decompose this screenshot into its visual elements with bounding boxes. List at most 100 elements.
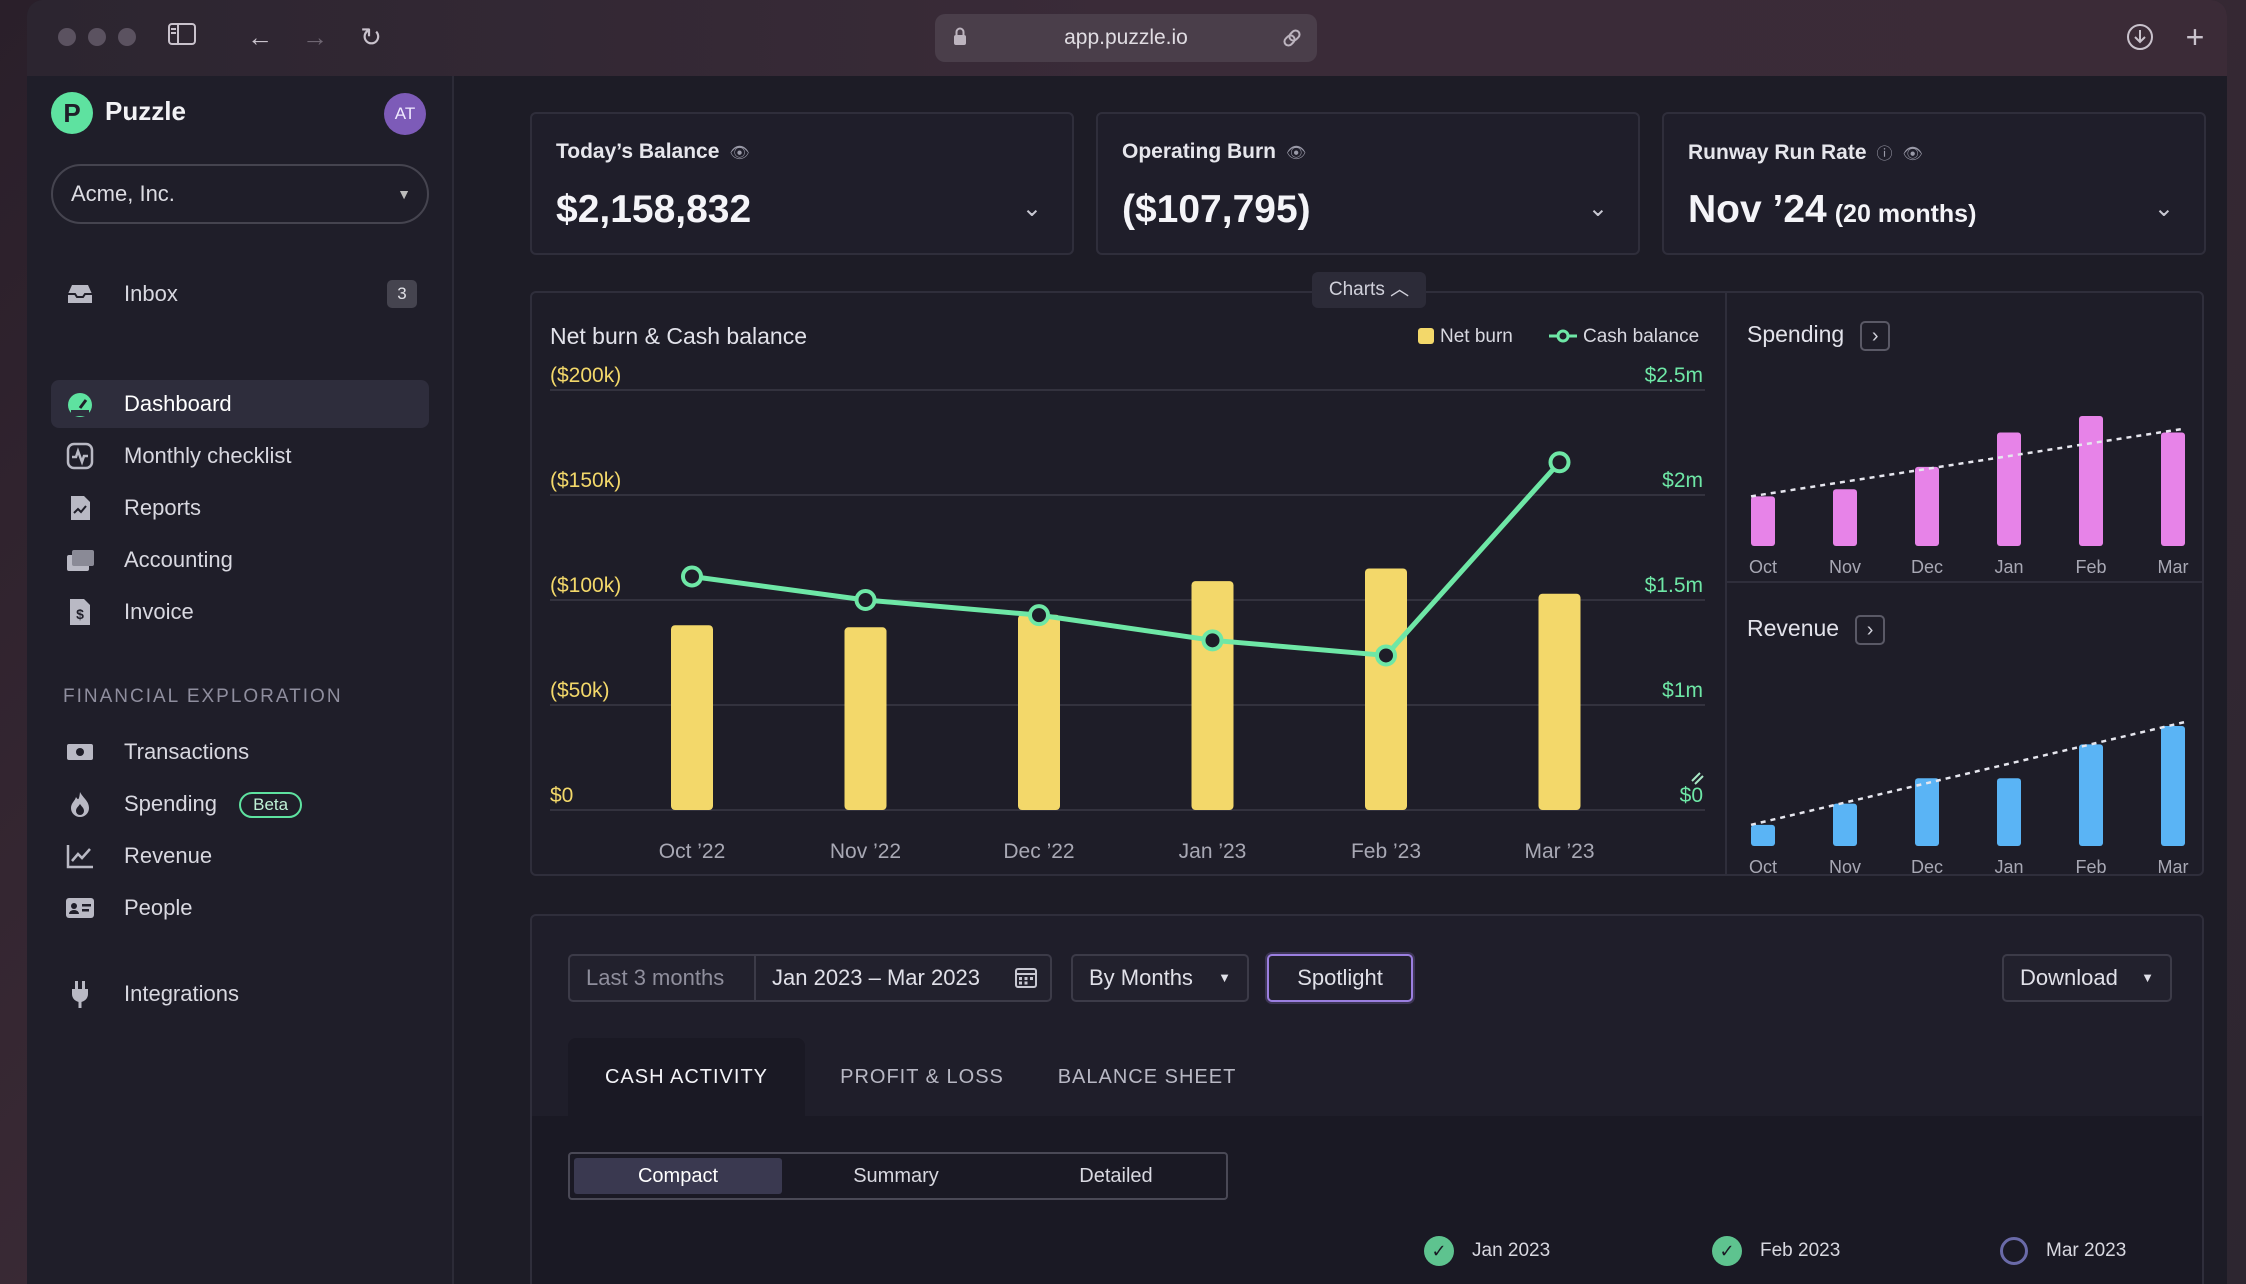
view-compact-button[interactable]: Compact bbox=[574, 1158, 782, 1194]
eye-icon[interactable]: 👁 bbox=[1902, 146, 1923, 163]
download-button[interactable]: Download ▼ bbox=[2002, 954, 2172, 1002]
point-cash-balance bbox=[1028, 604, 1050, 627]
bar-revenue bbox=[2161, 726, 2185, 846]
spotlight-button[interactable]: Spotlight bbox=[1267, 954, 1413, 1002]
bar-net-burn bbox=[671, 625, 713, 810]
y-left-tick-label: ($200k) bbox=[550, 364, 621, 387]
y-right-tick-label: $0 bbox=[1680, 784, 1703, 807]
bar-net-burn bbox=[1191, 581, 1234, 810]
reports-panel: Last 3 months Jan 2023 – Mar 2023 By Mon… bbox=[530, 914, 2204, 1284]
new-tab-icon[interactable]: + bbox=[2185, 19, 2205, 55]
month-label: Feb 2023 bbox=[1760, 1240, 1841, 1262]
sidebar-item-people[interactable]: People bbox=[51, 884, 429, 932]
main-chart-title: Net burn & Cash balance bbox=[550, 323, 807, 349]
grouping-select[interactable]: By Months ▼ bbox=[1071, 954, 1249, 1002]
link-icon[interactable] bbox=[1281, 14, 1303, 80]
revenue-icon bbox=[65, 842, 95, 870]
bar-spending bbox=[1915, 466, 1939, 546]
zoom-window-button[interactable] bbox=[118, 28, 136, 46]
avatar[interactable]: AT bbox=[384, 93, 426, 135]
tab-profit-loss[interactable]: PROFIT & LOSS bbox=[840, 1066, 1004, 1088]
sidebar-item-dashboard[interactable]: Dashboard bbox=[51, 380, 429, 428]
kpi-card-runway-run-rate[interactable]: Runway Run Rate ⓘ 👁 Nov ’24 (20 months) ⌄ bbox=[1662, 112, 2206, 255]
kpi-title: Today’s Balance bbox=[556, 140, 720, 163]
spending-title-label: Spending bbox=[1747, 321, 1845, 348]
y-right-tick-label: $2.5m bbox=[1645, 364, 1703, 387]
url-text: app.puzzle.io bbox=[1064, 26, 1188, 49]
sidebar-item-label: Dashboard bbox=[124, 391, 232, 416]
x-tick-label: Oct bbox=[1749, 557, 1777, 577]
sidebar-item-invoice[interactable]: $ Invoice bbox=[51, 588, 429, 636]
y-right-tick-label: $1.5m bbox=[1645, 574, 1703, 597]
line-cash-balance bbox=[691, 460, 1562, 658]
bar-spending bbox=[1997, 432, 2021, 546]
eye-icon[interactable]: 👁 bbox=[729, 145, 750, 162]
sidebar-item-transactions[interactable]: Transactions bbox=[51, 728, 429, 776]
sidebar-toggle-icon[interactable] bbox=[167, 22, 197, 52]
charts-toggle-button[interactable]: Charts ︿ bbox=[1312, 272, 1426, 308]
bar-spending bbox=[2079, 416, 2103, 546]
download-icon[interactable] bbox=[2125, 22, 2155, 52]
eye-icon[interactable]: 👁 bbox=[1286, 145, 1307, 162]
point-cash-balance bbox=[1201, 629, 1224, 652]
revenue-chart: Oct Nov Dec Jan Feb Mar bbox=[1749, 720, 2189, 876]
date-range-picker[interactable]: Jan 2023 – Mar 2023 bbox=[754, 954, 1052, 1002]
sidebar-item-spending[interactable]: Spending Beta bbox=[51, 780, 429, 828]
org-selector[interactable]: Acme, Inc. ▼ bbox=[51, 164, 429, 224]
caret-down-icon: ▼ bbox=[2141, 970, 2154, 985]
caret-down-icon: ▼ bbox=[1218, 970, 1231, 985]
close-window-button[interactable] bbox=[58, 28, 76, 46]
chevron-down-icon[interactable]: ⌄ bbox=[2153, 195, 2174, 222]
kpi-card-todays-balance[interactable]: Today’s Balance 👁 $2,158,832 ⌄ bbox=[530, 112, 1074, 255]
month-status-jan[interactable]: ✓ Jan 2023 bbox=[1424, 1236, 1550, 1266]
view-summary-button[interactable]: Summary bbox=[853, 1165, 939, 1187]
help-icon[interactable]: ⓘ bbox=[1876, 146, 1893, 163]
x-tick-label: Jan bbox=[1994, 857, 2023, 876]
x-tick-label: Feb bbox=[2075, 557, 2106, 577]
app-name: Puzzle bbox=[105, 96, 186, 126]
sidebar-item-inbox[interactable]: Inbox 3 bbox=[51, 270, 429, 318]
reload-icon[interactable]: ↻ bbox=[360, 22, 382, 52]
view-detailed-button[interactable]: Detailed bbox=[1079, 1165, 1153, 1187]
month-label: Mar 2023 bbox=[2046, 1240, 2127, 1261]
address-bar[interactable]: app.puzzle.io bbox=[935, 14, 1317, 62]
date-range-label: Jan 2023 – Mar 2023 bbox=[772, 965, 980, 990]
chevron-down-icon[interactable]: ⌄ bbox=[1021, 195, 1042, 222]
sidebar-item-monthly-checklist[interactable]: Monthly checklist bbox=[51, 432, 429, 480]
tab-cash-activity[interactable]: CASH ACTIVITY bbox=[568, 1038, 805, 1116]
x-tick-label: Nov bbox=[1829, 557, 1861, 577]
x-tick-label: Jan ’23 bbox=[1179, 840, 1247, 863]
legend-cash-balance[interactable]: Cash balance bbox=[1549, 326, 1699, 348]
sidebar-item-integrations[interactable]: Integrations bbox=[51, 970, 429, 1018]
accounting-icon bbox=[65, 546, 95, 574]
kpi-card-operating-burn[interactable]: Operating Burn 👁 ($107,795) ⌄ bbox=[1096, 112, 1640, 255]
sidebar-item-label: People bbox=[124, 895, 193, 920]
legend-net-burn[interactable]: Net burn bbox=[1418, 326, 1513, 348]
sidebar-item-label: Inbox bbox=[124, 281, 178, 306]
forward-icon[interactable]: → bbox=[302, 22, 328, 52]
bar-spending bbox=[2161, 432, 2185, 546]
point-cash-balance bbox=[1548, 451, 1571, 474]
lock-icon bbox=[953, 14, 967, 82]
chevron-right-icon[interactable]: › bbox=[1860, 321, 1891, 351]
period-preset-button[interactable]: Last 3 months bbox=[568, 954, 756, 1002]
sidebar-item-accounting[interactable]: Accounting bbox=[51, 536, 429, 584]
kpi-value: $2,158,832 bbox=[556, 188, 752, 231]
tab-balance-sheet[interactable]: BALANCE SHEET bbox=[1057, 1066, 1237, 1088]
kpi-title: Runway Run Rate bbox=[1688, 141, 1867, 164]
month-status-mar[interactable]: Mar 2023 bbox=[2000, 1236, 2126, 1266]
trendline bbox=[1750, 720, 2186, 827]
chevron-down-icon[interactable]: ⌄ bbox=[1587, 195, 1608, 222]
x-tick-label: Feb bbox=[2075, 857, 2106, 876]
sidebar-item-revenue[interactable]: Revenue bbox=[51, 832, 429, 880]
month-status-feb[interactable]: ✓ Feb 2023 bbox=[1712, 1236, 1840, 1266]
trendline bbox=[1750, 427, 2186, 498]
back-icon[interactable]: ← bbox=[247, 22, 273, 52]
chevron-right-icon[interactable]: › bbox=[1855, 615, 1886, 645]
caret-down-icon: ▼ bbox=[397, 186, 411, 202]
legend-label: Cash balance bbox=[1583, 326, 1700, 347]
sidebar-item-reports[interactable]: Reports bbox=[51, 484, 429, 532]
bar-revenue bbox=[1915, 778, 1939, 846]
minimize-window-button[interactable] bbox=[88, 28, 106, 46]
bar-revenue bbox=[2079, 744, 2103, 846]
